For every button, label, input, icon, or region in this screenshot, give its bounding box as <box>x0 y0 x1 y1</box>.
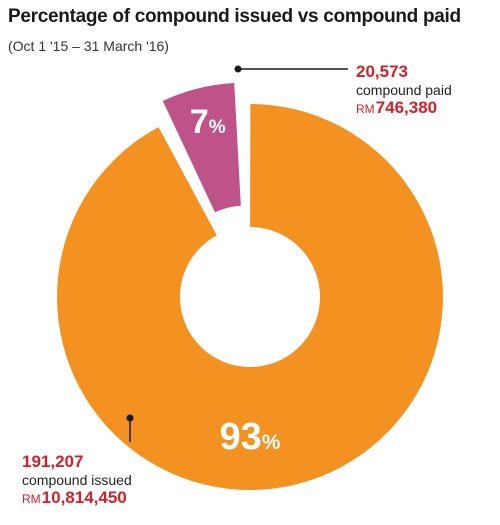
leader-line-compound-issued-dot <box>126 414 134 422</box>
callout-compound-paid: 20,573 compound paid RM746,380 <box>356 62 452 117</box>
callout-compound-issued: 191,207 compound issued RM10,814,450 <box>22 452 132 507</box>
paid-amount: 746,380 <box>375 97 438 117</box>
issued-description: compound issued <box>22 471 132 488</box>
paid-currency: RM <box>356 101 375 116</box>
chart-subtitle: (Oct 1 '15 – 31 March '16) <box>8 38 169 54</box>
leader-line-compound-paid-dot <box>234 65 242 73</box>
issued-currency: RM <box>22 491 41 506</box>
slice-compound-paid <box>162 82 241 213</box>
chart-title: Percentage of compound issued vs compoun… <box>8 6 461 27</box>
issued-amount: 10,814,450 <box>41 487 127 507</box>
slice-label-compound-issued: 93% <box>220 416 281 458</box>
paid-count: 20,573 <box>356 62 408 81</box>
issued-amount-row: RM10,814,450 <box>22 488 132 508</box>
issued-count: 191,207 <box>22 452 84 471</box>
slice-compound-issued <box>56 104 443 491</box>
slice-label-compound-paid: 7% <box>190 103 226 141</box>
paid-description: compound paid <box>356 81 452 98</box>
paid-amount-row: RM746,380 <box>356 98 452 118</box>
